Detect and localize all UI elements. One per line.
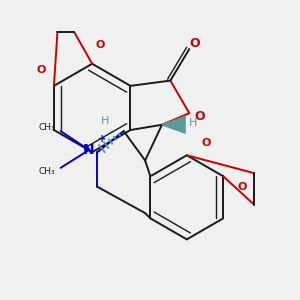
Text: +: + [98, 134, 106, 145]
Text: O: O [201, 138, 210, 148]
Text: N: N [83, 143, 95, 157]
Text: O: O [194, 110, 205, 123]
Text: H: H [189, 118, 198, 128]
Text: O: O [96, 40, 105, 50]
Text: CH₃: CH₃ [39, 167, 55, 176]
Text: O: O [37, 65, 46, 75]
Text: H: H [100, 116, 109, 126]
Text: O: O [238, 182, 247, 192]
Text: O: O [189, 37, 200, 50]
Text: CH₃: CH₃ [39, 123, 55, 132]
Polygon shape [162, 116, 185, 133]
